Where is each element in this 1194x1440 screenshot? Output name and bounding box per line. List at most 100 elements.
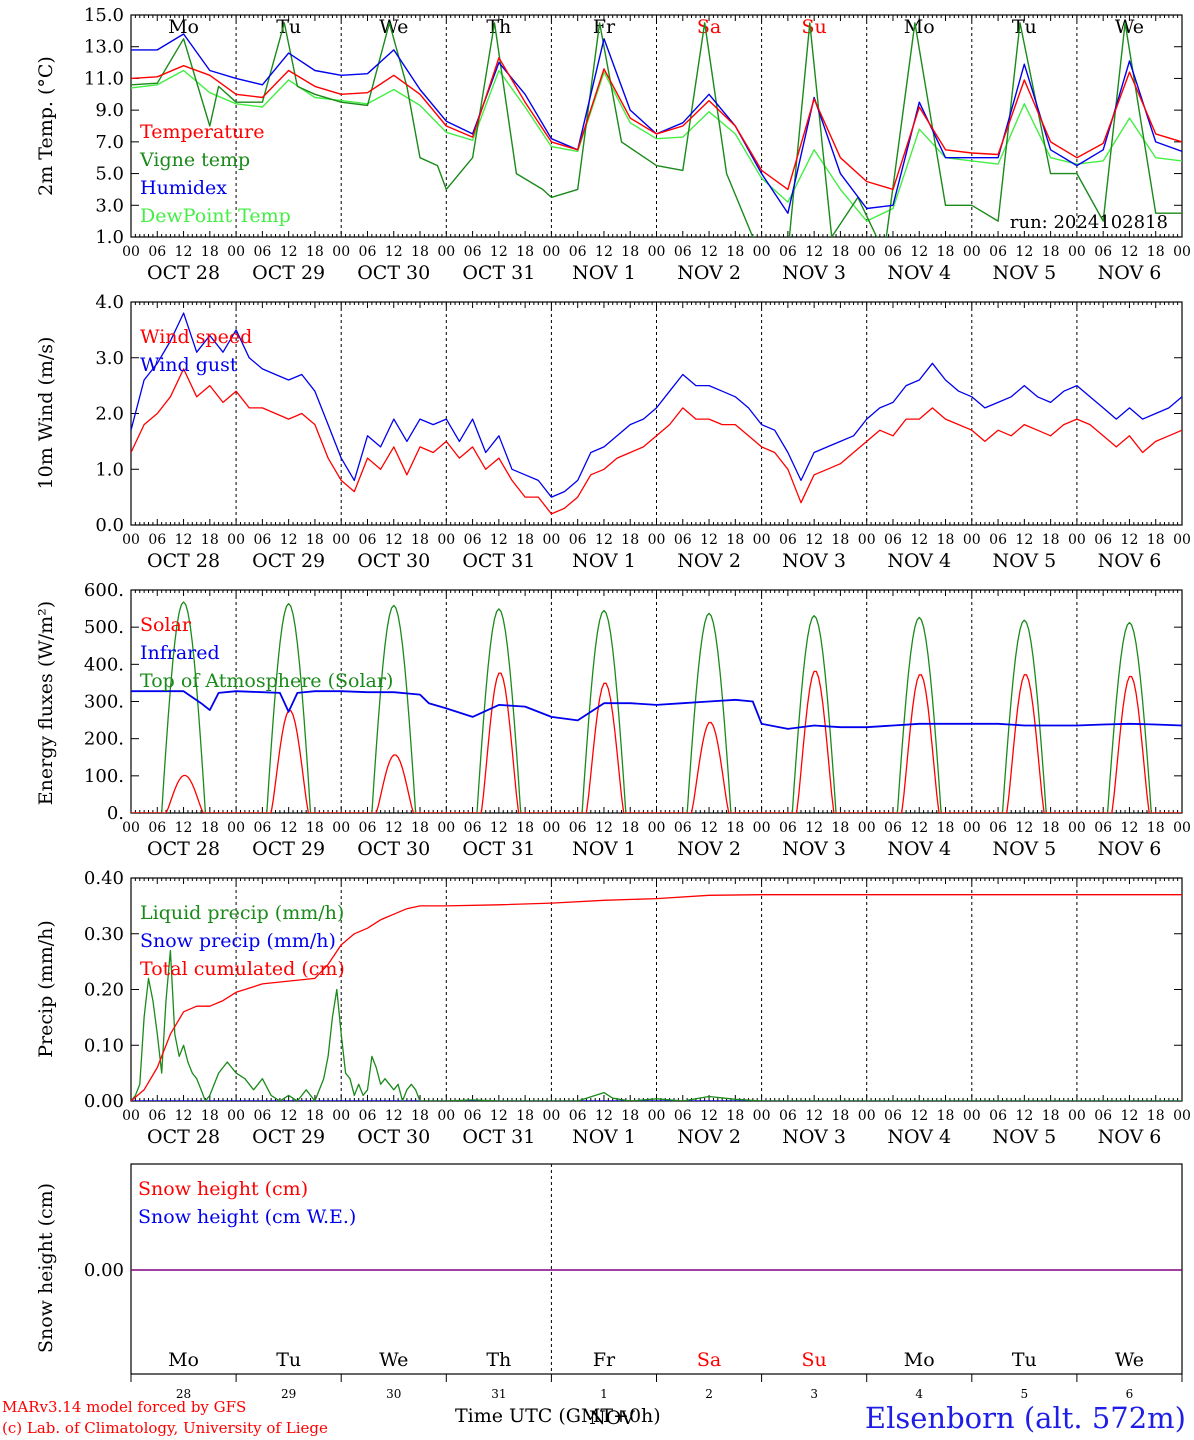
hour-tick-label: 00 (858, 820, 876, 836)
hour-tick-label: 06 (1094, 532, 1112, 548)
hour-tick-label: 12 (1121, 820, 1139, 836)
weekday-label: Mo (904, 16, 935, 38)
hour-tick-label: 18 (621, 532, 639, 548)
hour-tick-label: 18 (516, 244, 534, 260)
panel-2: 00 06 12 18 00 06 12 18 00 06 12 18 00 06 12 18 00 06 12 18… (35, 292, 1191, 572)
hour-tick-label: 00 (858, 1108, 876, 1124)
hour-tick-label: 12 (910, 244, 928, 260)
hour-tick-label: 00 (227, 1108, 245, 1124)
date-label: NOV 5 (992, 262, 1056, 284)
y-axis-label: Precip (mm/h) (35, 920, 57, 1058)
hour-tick-label: 12 (595, 1108, 613, 1124)
date-label: NOV 2 (677, 1126, 741, 1148)
hour-tick-label: 06 (253, 244, 271, 260)
hour-tick-label: 12 (805, 532, 823, 548)
hour-tick-label: 06 (569, 820, 587, 836)
hour-tick-label: 12 (280, 820, 298, 836)
y-tick-label: 100. (84, 766, 124, 787)
hour-tick-label: 00 (122, 532, 140, 548)
hour-tick-label: 12 (490, 244, 508, 260)
hour-tick-label: 00 (227, 820, 245, 836)
hour-tick-label: 12 (385, 244, 403, 260)
date-label: NOV 3 (782, 262, 846, 284)
hour-tick-label: 12 (1121, 1108, 1139, 1124)
hour-tick-label: 18 (1042, 532, 1060, 548)
y-tick-label: 0.30 (84, 924, 124, 945)
hour-tick-label: 18 (832, 1108, 850, 1124)
hour-tick-label: 18 (201, 1108, 219, 1124)
date-label: NOV 3 (782, 1126, 846, 1148)
hour-tick-label: 06 (359, 532, 377, 548)
legend-entry: Liquid precip (mm/h) (140, 902, 344, 924)
series-line-temperature (131, 57, 1182, 191)
hour-tick-label: 18 (1042, 820, 1060, 836)
hour-tick-label: 06 (464, 532, 482, 548)
hour-tick-label: 06 (674, 1108, 692, 1124)
legend-entry: Temperature (140, 121, 264, 143)
hour-tick-label: 18 (621, 244, 639, 260)
hour-tick-label: 06 (884, 1108, 902, 1124)
hour-tick-label: 06 (1094, 820, 1112, 836)
hour-tick-label: 00 (1173, 532, 1191, 548)
y-tick-label: 5.0 (95, 164, 124, 185)
hour-tick-label: 12 (910, 532, 928, 548)
hour-tick-label: 00 (542, 532, 560, 548)
legend-entry: Vigne temp (139, 149, 250, 171)
hour-tick-label: 12 (700, 244, 718, 260)
date-label: NOV 3 (782, 550, 846, 572)
hour-tick-label: 06 (779, 532, 797, 548)
hour-tick-label: 18 (411, 820, 429, 836)
hour-tick-label: 06 (569, 532, 587, 548)
hour-tick-label: 18 (201, 532, 219, 548)
hour-tick-label: 18 (516, 1108, 534, 1124)
hour-tick-label: 06 (569, 244, 587, 260)
hour-tick-label: 18 (621, 1108, 639, 1124)
date-label: NOV 5 (992, 838, 1056, 860)
plot-frame (130, 589, 1183, 814)
hour-tick-label: 00 (1068, 532, 1086, 548)
hour-tick-label: 18 (1147, 820, 1165, 836)
hour-tick-label: 06 (359, 820, 377, 836)
hour-tick-label: 12 (175, 532, 193, 548)
weekday-label: Sa (697, 16, 721, 38)
hour-tick-label: 12 (910, 820, 928, 836)
y-tick-label: 2.0 (95, 404, 124, 425)
y-tick-label: 11.0 (84, 68, 124, 89)
hour-tick-label: 06 (989, 244, 1007, 260)
date-label: OCT 28 (147, 262, 220, 284)
weekday-label: Tu (276, 16, 301, 38)
hour-tick-label: 18 (201, 244, 219, 260)
hour-tick-label: 00 (332, 244, 350, 260)
hour-tick-label: 18 (306, 532, 324, 548)
hour-tick-label: 12 (385, 532, 403, 548)
legend-entry: Snow precip (mm/h) (140, 930, 336, 952)
y-tick-label: 7.0 (95, 132, 124, 153)
hour-tick-label: 06 (464, 820, 482, 836)
legend-entry: Top of Atmosphere (Solar) (140, 670, 393, 692)
hour-tick-label: 06 (884, 244, 902, 260)
date-label: NOV 6 (1098, 262, 1162, 284)
day-number-label: 5 (1021, 1387, 1029, 1401)
hour-tick-label: 18 (1042, 1108, 1060, 1124)
hour-tick-label: 12 (910, 1108, 928, 1124)
date-label: NOV 6 (1098, 1126, 1162, 1148)
hour-tick-label: 18 (726, 1108, 744, 1124)
x-axis-title: Time UTC (GMT+0h) (455, 1405, 661, 1427)
date-label: OCT 30 (357, 550, 430, 572)
y-tick-label: 1.0 (95, 459, 124, 480)
weekday-label: Th (486, 16, 511, 38)
hour-tick-label: 18 (516, 532, 534, 548)
hour-tick-label: 12 (280, 1108, 298, 1124)
date-label: NOV 4 (887, 838, 951, 860)
date-label: NOV 4 (887, 550, 951, 572)
hour-tick-label: 00 (542, 1108, 560, 1124)
day-number-label: 28 (176, 1387, 191, 1401)
weekday-label: We (1115, 16, 1144, 38)
hour-tick-label: 18 (411, 1108, 429, 1124)
hour-tick-label: 12 (175, 820, 193, 836)
hour-tick-label: 00 (1173, 244, 1191, 260)
hour-tick-label: 12 (1121, 244, 1139, 260)
plot-frame (130, 301, 1183, 526)
hour-tick-label: 00 (1173, 1108, 1191, 1124)
date-label: NOV 5 (992, 1126, 1056, 1148)
